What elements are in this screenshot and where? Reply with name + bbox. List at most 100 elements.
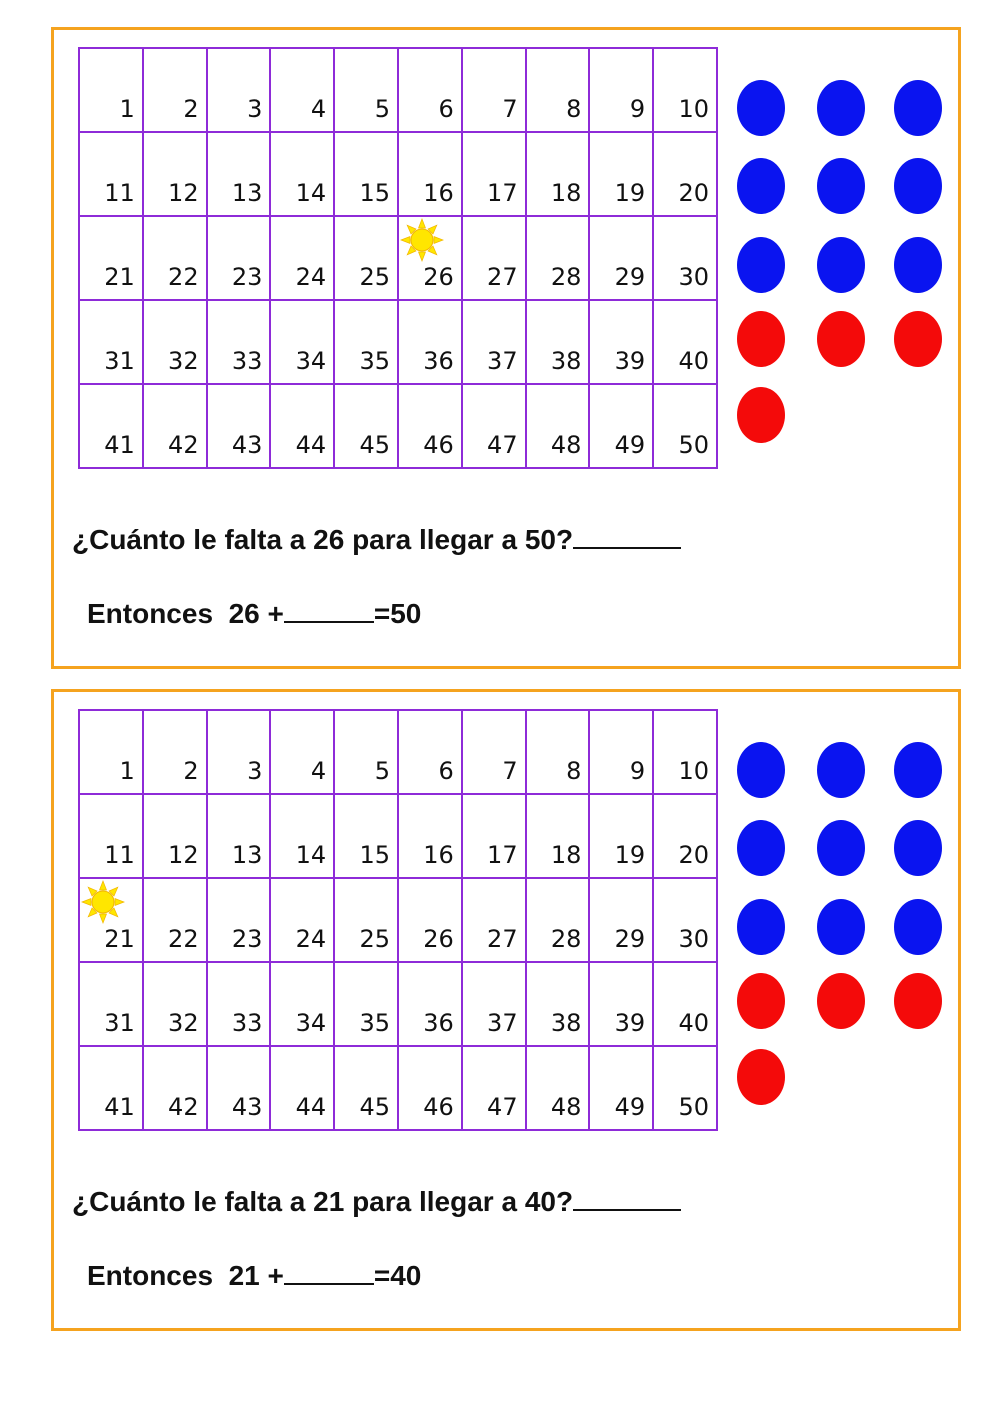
cell-number: 10: [678, 95, 709, 123]
blue-counter-dot: [817, 80, 865, 136]
cell-number: 12: [168, 841, 199, 869]
grid-cell: 1: [79, 48, 143, 132]
blue-counter-dot: [817, 820, 865, 876]
cell-number: 31: [104, 1009, 135, 1037]
cell-number: 8: [566, 757, 582, 785]
equation-text: Entonces 26 + =50: [87, 598, 421, 630]
cell-number: 40: [678, 1009, 709, 1037]
cell-number: 43: [231, 431, 263, 459]
cell-number: 24: [295, 263, 327, 291]
cell-number: 9: [629, 95, 646, 123]
cell-number: 26: [423, 925, 454, 953]
cell-number: 25: [359, 925, 390, 953]
cell-number: 28: [550, 263, 582, 291]
cell-number: 29: [614, 925, 646, 953]
blue-counter-dot: [817, 158, 865, 214]
cell-number: 23: [231, 925, 263, 953]
grid-cell: 45: [334, 384, 398, 468]
cell-number: 11: [104, 179, 135, 207]
equation-blank[interactable]: [283, 1261, 374, 1285]
grid-cell: 4: [270, 48, 335, 132]
cell-number: 22: [168, 925, 199, 953]
cell-number: 33: [231, 1009, 263, 1037]
cell-number: 50: [678, 1093, 709, 1121]
cell-number: 19: [614, 179, 646, 207]
blue-counter-dot: [737, 899, 785, 955]
hundred-chart-grid: 1 2 3 4 5 6 7 8 9 10 11 12 13 14 15 16 17 18 19 20 21 22 23 24 2…: [78, 709, 718, 1131]
grid-cell: 27: [461, 878, 526, 962]
cell-number: 20: [678, 841, 709, 869]
answer-blank[interactable]: [573, 1187, 682, 1211]
cell-number: 50: [678, 431, 709, 459]
grid-cell: 18: [525, 794, 590, 878]
grid-cell: 13: [206, 794, 271, 878]
cell-number: 43: [231, 1093, 263, 1121]
grid-cell: 20: [653, 794, 717, 878]
grid-cell: 34: [270, 300, 335, 384]
grid-cell: 28: [525, 216, 590, 300]
grid-cell: 23: [206, 878, 271, 962]
grid-cell: 16: [397, 794, 462, 878]
grid-cell: 36: [397, 300, 462, 384]
cell-number: 38: [550, 1009, 582, 1037]
grid-cell: 47: [461, 1046, 526, 1130]
grid-cell: 49: [589, 1046, 654, 1130]
cell-number: 30: [678, 925, 709, 953]
cell-number: 12: [168, 179, 199, 207]
cell-number: 44: [295, 431, 327, 459]
cell-number: 6: [438, 95, 454, 123]
answer-blank[interactable]: [573, 525, 682, 549]
cell-number: 14: [295, 841, 327, 869]
grid-cell: 28: [525, 878, 590, 962]
cell-number: 32: [168, 1009, 199, 1037]
grid-cell: 5: [334, 710, 398, 794]
cell-number: 38: [550, 347, 582, 375]
equation-blank[interactable]: [283, 599, 374, 623]
question-text: ¿Cuánto le falta a 26 para llegar a 50?: [72, 524, 682, 556]
grid-cell: 32: [142, 962, 207, 1046]
exercise-panel-2: 1 2 3 4 5 6 7 8 9 10 11 12 13 14 15 16 17 18 19 20 21 22 23 24 2…: [51, 689, 961, 1331]
cell-number: 5: [374, 95, 390, 123]
grid-cell: 9: [589, 710, 654, 794]
grid-cell: 6: [397, 710, 462, 794]
grid-cell: 30: [653, 878, 717, 962]
cell-number: 18: [550, 179, 582, 207]
cell-number: 23: [231, 263, 263, 291]
cell-number: 7: [502, 95, 518, 123]
hundred-chart-grid: 1 2 3 4 5 6 7 8 9 10 11 12 13 14 15 16 17 18 19 20 21 22 23 24 2…: [78, 47, 718, 469]
cell-number: 7: [502, 757, 518, 785]
sun-icon: [81, 880, 125, 924]
grid-cell: 40: [653, 300, 717, 384]
grid-cell: 21: [79, 216, 143, 300]
cell-number: 16: [423, 841, 454, 869]
grid-cell: 41: [79, 1046, 143, 1130]
cell-number: 17: [487, 841, 518, 869]
blue-counter-dot: [737, 80, 785, 136]
blue-counter-dot: [737, 158, 785, 214]
red-counter-dot: [737, 387, 785, 443]
grid-cell: 11: [79, 132, 143, 216]
cell-number: 26: [423, 263, 454, 291]
grid-cell: 32: [142, 300, 207, 384]
grid-cell: 5: [334, 48, 398, 132]
grid-cell: 24: [270, 878, 335, 962]
grid-cell: 10: [653, 710, 717, 794]
cell-number: 37: [487, 347, 518, 375]
grid-cell: 37: [461, 962, 526, 1046]
cell-number: 18: [550, 841, 582, 869]
cell-number: 28: [550, 925, 582, 953]
cell-number: 32: [168, 347, 199, 375]
red-counter-dot: [817, 311, 865, 367]
grid-cell: 22: [142, 216, 207, 300]
grid-cell: 2: [142, 48, 207, 132]
cell-number: 6: [438, 757, 454, 785]
cell-number: 39: [614, 1009, 646, 1037]
cell-number: 25: [359, 263, 390, 291]
grid-cell: 50: [653, 1046, 717, 1130]
grid-cell: 40: [653, 962, 717, 1046]
cell-number: 9: [629, 757, 646, 785]
grid-cell: 18: [525, 132, 590, 216]
cell-number: 35: [359, 347, 390, 375]
cell-number: 34: [295, 347, 327, 375]
red-counter-dot: [737, 311, 785, 367]
